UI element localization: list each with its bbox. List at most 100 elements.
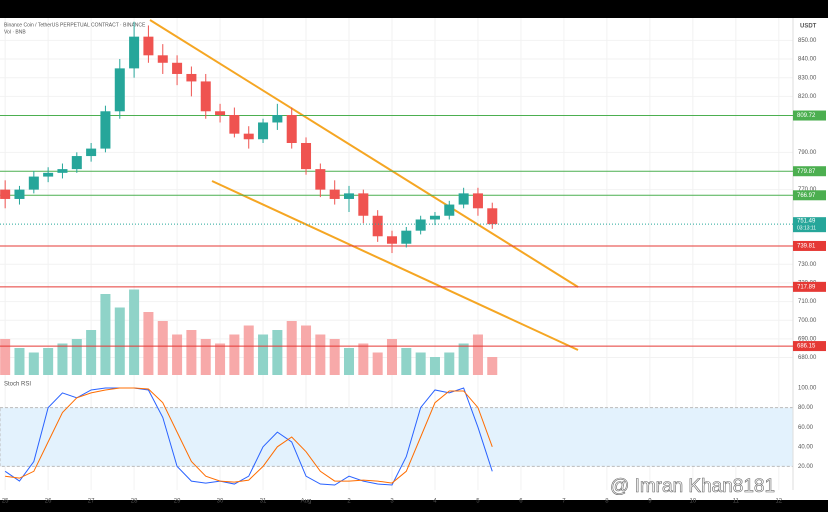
chart-title: Binance Coin / TetherUS PERPETUAL CONTRA… bbox=[4, 22, 146, 28]
candle-body bbox=[200, 81, 211, 112]
level-tag bbox=[793, 166, 826, 177]
candle-body bbox=[71, 156, 82, 170]
candle-body bbox=[186, 73, 197, 82]
indicator-title: Stoch RSI bbox=[4, 382, 31, 388]
volume-bar bbox=[229, 334, 240, 375]
x-tick-label: 8 bbox=[605, 499, 609, 505]
candle-body bbox=[301, 142, 312, 170]
volume-bar bbox=[286, 321, 297, 375]
candle-body bbox=[487, 208, 498, 225]
y-tick-label: 700.00 bbox=[798, 318, 817, 324]
candle-body bbox=[286, 115, 297, 143]
y-tick-label: 850.00 bbox=[798, 38, 817, 44]
indicator-line bbox=[5, 387, 493, 484]
volume-bar bbox=[14, 348, 25, 375]
volume-bar bbox=[372, 352, 383, 375]
volume-bar bbox=[186, 330, 197, 375]
level-label: 717.89 bbox=[797, 284, 816, 290]
currency: USDT bbox=[800, 24, 817, 30]
candle-body bbox=[444, 204, 455, 216]
x-tick-label: 28 bbox=[131, 499, 138, 505]
y-tick-label: 710.00 bbox=[798, 299, 817, 305]
subtitle: Vol · BNB bbox=[4, 29, 26, 35]
x-tick-label: Aug bbox=[301, 499, 312, 505]
candle-body bbox=[272, 115, 283, 123]
candle-body bbox=[415, 219, 426, 231]
level-label: 779.87 bbox=[797, 169, 816, 175]
volume-bar bbox=[28, 352, 39, 375]
volume-bar bbox=[429, 357, 440, 375]
indicator-tick-label: 20.00 bbox=[798, 464, 814, 470]
x-tick-label: 26 bbox=[45, 499, 52, 505]
x-tick-label: 30 bbox=[217, 499, 224, 505]
x-tick-label: 2 bbox=[347, 499, 351, 505]
candle-body bbox=[401, 230, 412, 244]
x-tick-label: 9 bbox=[648, 499, 652, 505]
x-tick-label: 5 bbox=[476, 499, 480, 505]
volume-bar bbox=[129, 289, 140, 375]
candle-body bbox=[114, 68, 125, 112]
indicator-tick-label: 100.00 bbox=[798, 386, 817, 392]
volume-bar bbox=[243, 325, 254, 375]
y-tick-label: 840.00 bbox=[798, 57, 817, 63]
volume-bar bbox=[386, 339, 397, 375]
volume-bar bbox=[301, 325, 312, 375]
candle-body bbox=[258, 122, 269, 140]
candle-body bbox=[429, 215, 440, 220]
level-tag bbox=[793, 281, 826, 292]
y-tick-label: 680.00 bbox=[798, 355, 817, 361]
level-tag bbox=[793, 110, 826, 121]
volume-bar bbox=[343, 348, 355, 375]
x-tick-label: 10 bbox=[690, 499, 697, 505]
watermark: @ Imran Khan8181 bbox=[610, 476, 775, 497]
volume-bar bbox=[100, 294, 111, 375]
indicator-tick-label: 40.00 bbox=[798, 444, 814, 450]
volume-bar bbox=[487, 357, 498, 375]
volume-bar bbox=[315, 334, 326, 375]
candle-body bbox=[28, 176, 39, 190]
x-tick-label: 27 bbox=[88, 499, 95, 505]
last-price-label: 751.49 bbox=[797, 219, 816, 225]
x-tick-label: 11 bbox=[733, 499, 740, 505]
level-tag bbox=[793, 341, 826, 352]
trend-line bbox=[149, 19, 579, 288]
level-label: 766.97 bbox=[797, 193, 816, 199]
y-tick-label: 770.00 bbox=[798, 187, 817, 193]
volume-bar bbox=[114, 307, 125, 375]
volume-bar bbox=[358, 343, 369, 375]
volume-bar bbox=[415, 352, 426, 375]
volume-bar bbox=[86, 330, 97, 375]
volume-bar bbox=[258, 334, 269, 375]
candle-body bbox=[472, 193, 483, 209]
candle-body bbox=[372, 215, 383, 237]
x-tick-label: 12 bbox=[775, 499, 782, 505]
volume-bar bbox=[0, 339, 11, 375]
candle-body bbox=[157, 55, 168, 63]
volume-bar bbox=[215, 343, 226, 375]
x-tick-label: 6 bbox=[519, 499, 523, 505]
trend-line bbox=[211, 180, 579, 351]
candle-body bbox=[172, 62, 183, 74]
volume-bar bbox=[444, 352, 455, 375]
candle-body bbox=[229, 115, 240, 134]
candle-body bbox=[358, 193, 369, 216]
candle-body bbox=[0, 189, 11, 199]
countdown: 03:13:11 bbox=[797, 225, 816, 231]
y-tick-label: 830.00 bbox=[798, 75, 817, 81]
x-tick-label: 25 bbox=[2, 499, 9, 505]
volume-bar bbox=[57, 343, 68, 375]
y-tick-label: 820.00 bbox=[798, 94, 817, 100]
level-label: 739.81 bbox=[797, 244, 816, 250]
indicator-tick-label: 80.00 bbox=[798, 405, 814, 411]
x-tick-label: 7 bbox=[562, 499, 566, 505]
volume-bar bbox=[43, 348, 54, 375]
candle-body bbox=[43, 172, 54, 177]
x-tick-label: 3 bbox=[390, 499, 394, 505]
x-tick-label: 4 bbox=[433, 499, 437, 505]
candle-body bbox=[315, 169, 326, 190]
candle-body bbox=[57, 169, 68, 173]
volume-bar bbox=[401, 348, 412, 375]
x-tick-label: 31 bbox=[260, 499, 267, 505]
volume-bar bbox=[143, 312, 154, 375]
